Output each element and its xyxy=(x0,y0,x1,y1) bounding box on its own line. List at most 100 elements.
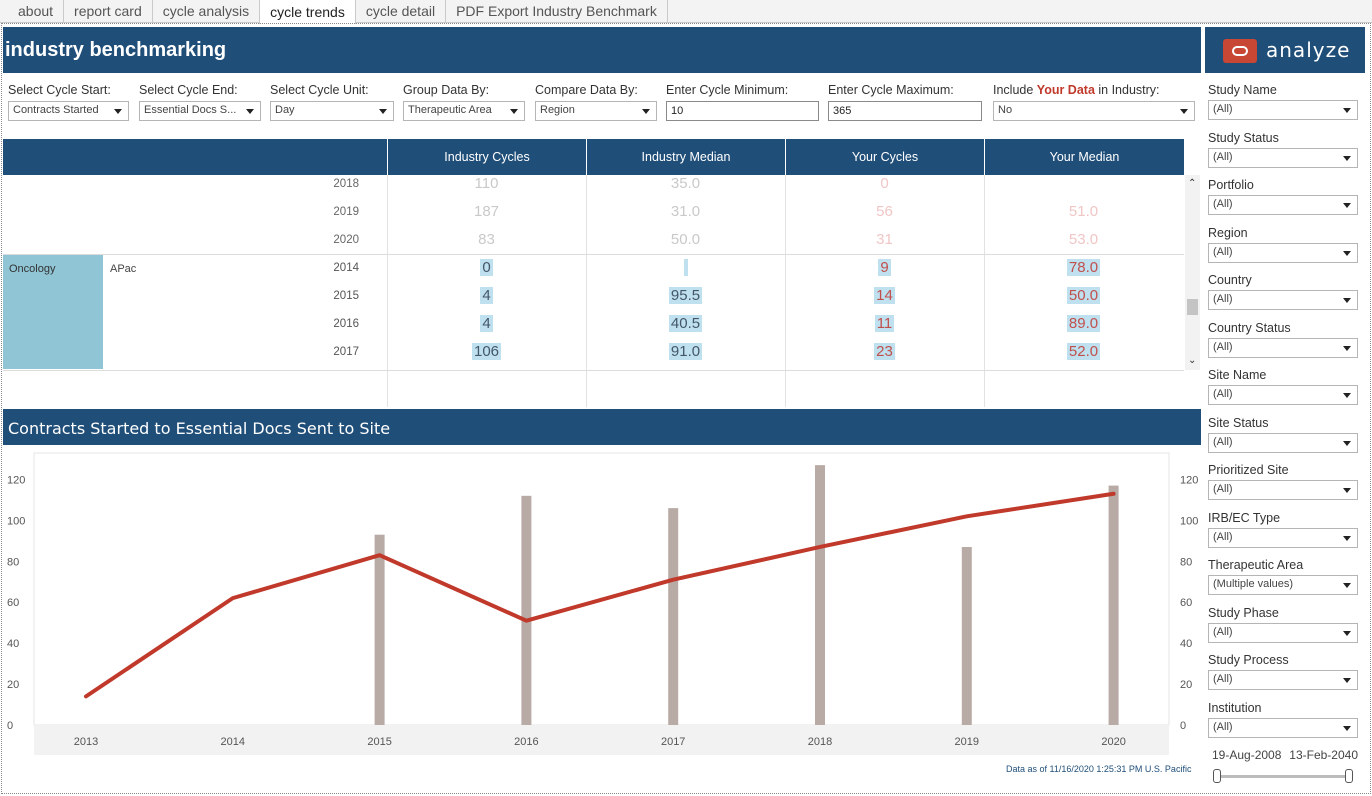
y-tick-label-right: 0 xyxy=(1180,720,1186,732)
site-status-select[interactable]: (All) xyxy=(1208,432,1358,453)
slider-start-handle[interactable] xyxy=(1213,769,1221,783)
col-your-cycles[interactable]: Your Cycles xyxy=(785,139,984,175)
y-tick-label-left: 100 xyxy=(7,515,25,527)
cycle-trend-chart[interactable]: 0 0 20 20 40 40 60 60 80 80 100 100 120 120 2013 2014 20… xyxy=(3,449,1201,757)
bar-mark xyxy=(961,546,972,725)
cycle-min-label: Enter Cycle Minimum: xyxy=(666,83,789,97)
study-name-select[interactable]: (All) xyxy=(1208,100,1358,120)
study-status-label: Study Status xyxy=(1208,130,1279,145)
your-cycles-cell: 11 xyxy=(874,315,895,332)
tab-cycle-detail[interactable]: cycle detail xyxy=(356,0,447,22)
table-row[interactable]: 2014 0 9 78.0 xyxy=(3,259,1184,287)
benchmark-table: Oncology APac 2018 110 35.0 0 2019 187 3… xyxy=(3,175,1184,407)
y-tick-label-right: 60 xyxy=(1180,597,1192,609)
country-filter: Country (All) xyxy=(1208,273,1358,310)
portfolio-select[interactable]: (All) xyxy=(1208,195,1358,215)
your-cycles-cell: 14 xyxy=(874,287,895,304)
y-tick-label-right: 20 xyxy=(1180,679,1192,691)
col-industry-median[interactable]: Industry Median xyxy=(586,139,785,175)
chevron-down-icon xyxy=(1343,298,1351,303)
cycle-end-filter: Select Cycle End: Essential Docs S... xyxy=(139,83,261,121)
industry-cycles-cell: 4 xyxy=(480,287,493,304)
industry-cycles-cell: 4 xyxy=(480,315,493,332)
site-name-select[interactable]: (All) xyxy=(1208,385,1358,405)
chevron-down-icon xyxy=(1343,393,1351,398)
region-cell[interactable]: APac xyxy=(110,263,137,275)
tab-cycle-trends[interactable]: cycle trends xyxy=(259,0,356,24)
tab-about[interactable]: about xyxy=(8,0,65,22)
date-range-slider[interactable] xyxy=(1213,769,1353,783)
tab-pdf-export[interactable]: PDF Export Industry Benchmark xyxy=(446,0,668,22)
irb-ec-type-value: (All) xyxy=(1213,530,1233,543)
row-year: 2018 xyxy=(333,178,359,190)
study-phase-label: Study Phase xyxy=(1208,605,1279,620)
group-by-select[interactable]: Therapeutic Area xyxy=(403,101,525,121)
chart-title: Contracts Started to Essential Docs Sent… xyxy=(8,419,391,438)
col-your-median[interactable]: Your Median xyxy=(984,139,1184,175)
tab-cycle-analysis[interactable]: cycle analysis xyxy=(153,0,261,22)
table-row[interactable]: 2017 106 91.0 23 52.0 xyxy=(3,343,1184,371)
study-phase-select[interactable]: (All) xyxy=(1208,622,1358,643)
col-industry-cycles[interactable]: Industry Cycles xyxy=(387,139,586,175)
country-status-filter: Country Status (All) xyxy=(1208,321,1358,358)
irb-ec-type-select[interactable]: (All) xyxy=(1208,527,1358,548)
row-year: 2020 xyxy=(333,234,359,246)
cycle-end-select[interactable]: Essential Docs S... xyxy=(139,101,261,121)
scroll-up-icon[interactable]: ⌃ xyxy=(1188,178,1197,189)
industry-median-cell xyxy=(586,259,785,276)
prioritized-site-select[interactable]: (All) xyxy=(1208,480,1358,500)
chevron-down-icon xyxy=(642,109,650,114)
cycle-max-input[interactable]: 365 xyxy=(828,101,982,121)
tab-report-card[interactable]: report card xyxy=(64,0,153,22)
table-row[interactable]: 2016 4 40.5 11 89.0 xyxy=(3,315,1184,343)
therapeutic-area-select[interactable]: (Multiple values) xyxy=(1208,575,1358,595)
group-by-value: Therapeutic Area xyxy=(408,104,492,116)
study-status-select[interactable]: (All) xyxy=(1208,147,1358,168)
slider-end-handle[interactable] xyxy=(1345,769,1353,783)
region-select[interactable]: (All) xyxy=(1208,242,1358,263)
your-median-cell: 78.0 xyxy=(1066,259,1101,276)
table-row[interactable]: 2019 187 31.0 56 51.0 xyxy=(3,203,1184,231)
scroll-down-icon[interactable]: ⌄ xyxy=(1188,355,1197,366)
country-select[interactable]: (All) xyxy=(1208,290,1358,310)
cycle-max-filter: Enter Cycle Maximum: 365 xyxy=(828,83,982,121)
therapeutic-area-filter: Therapeutic Area (Multiple values) xyxy=(1208,558,1358,595)
bar-mark xyxy=(521,495,532,725)
bar-mark xyxy=(668,508,679,725)
dashboard-frame xyxy=(1,23,1371,794)
date-range-end: 13-Feb-2040 xyxy=(1289,748,1358,762)
chevron-down-icon xyxy=(114,109,122,114)
chevron-down-icon xyxy=(1343,725,1351,731)
your-median-cell: 89.0 xyxy=(1066,315,1101,332)
brand-name: analyze xyxy=(1266,38,1351,62)
y-tick-label-right: 100 xyxy=(1180,515,1198,527)
chevron-down-icon xyxy=(246,109,254,114)
cycle-start-select[interactable]: Contracts Started xyxy=(8,101,129,121)
industry-cycles-cell: 83 xyxy=(478,231,495,248)
your-median-cell: 50.0 xyxy=(1066,287,1101,304)
include-your-data-select[interactable]: No xyxy=(993,101,1195,121)
your-cycles-cell: 23 xyxy=(874,343,895,360)
oracle-logo-icon xyxy=(1223,39,1257,63)
compare-by-select[interactable]: Region xyxy=(535,101,657,121)
cycle-min-input[interactable]: 10 xyxy=(666,101,819,121)
table-scrollbar[interactable]: ⌃ ⌄ xyxy=(1185,175,1200,370)
table-row[interactable]: 2018 110 35.0 0 xyxy=(3,175,1184,203)
irb-ec-type-filter: IRB/EC Type (All) xyxy=(1208,511,1358,548)
y-tick-label-right: 80 xyxy=(1180,556,1192,568)
chevron-down-icon xyxy=(1343,440,1351,446)
study-process-select[interactable]: (All) xyxy=(1208,670,1358,690)
your-median-cell: 53.0 xyxy=(1068,231,1099,248)
institution-select[interactable]: (All) xyxy=(1208,717,1358,738)
cycle-unit-select[interactable]: Day xyxy=(270,101,394,121)
group-by-filter: Group Data By: Therapeutic Area xyxy=(403,83,525,121)
scrollbar-thumb[interactable] xyxy=(1187,299,1198,315)
group-cell-therapeutic-area[interactable]: Oncology xyxy=(3,255,103,369)
table-row[interactable]: 2015 4 95.5 14 50.0 xyxy=(3,287,1184,315)
chevron-down-icon xyxy=(1343,583,1351,588)
your-median-cell: 52.0 xyxy=(1066,343,1101,360)
chevron-down-icon xyxy=(1343,535,1351,541)
country-status-select[interactable]: (All) xyxy=(1208,337,1358,358)
table-row[interactable]: 2020 83 50.0 31 53.0 xyxy=(3,231,1184,259)
study-name-label: Study Name xyxy=(1208,83,1277,97)
